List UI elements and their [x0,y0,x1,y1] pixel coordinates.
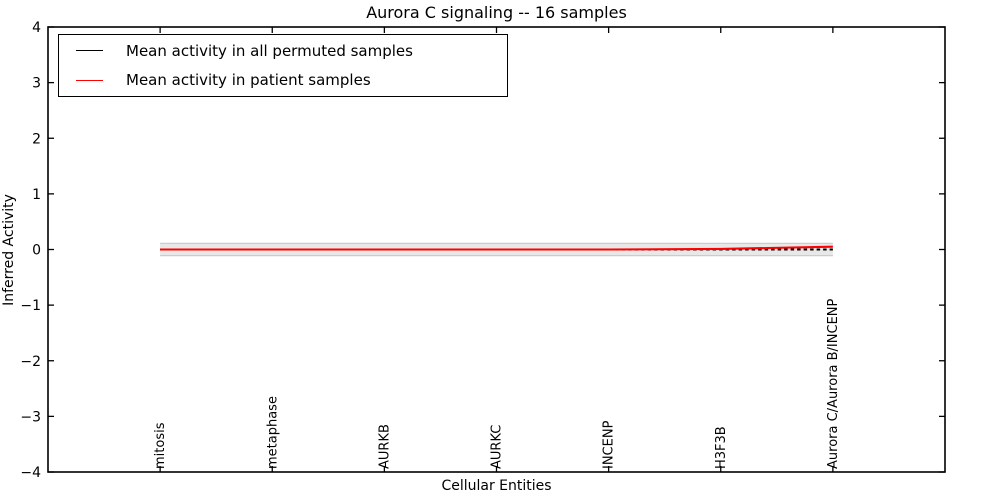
chart-title: Aurora C signaling -- 16 samples [366,3,627,22]
x-tick-label: mitosis [153,422,168,469]
legend-entry-permuted: Mean activity in all permuted samples [59,37,507,65]
patient-mean-line [160,245,833,251]
x-tick-label: H3F3B [714,426,729,469]
y-tick-label: 4 [32,20,41,36]
legend-label: Mean activity in patient samples [126,71,371,90]
y-tick-label: 2 [32,131,41,147]
y-tick-label: 3 [32,76,41,92]
legend-line-sample-black [76,50,103,52]
y-tick-label: 0 [32,243,41,259]
legend-entry-patient: Mean activity in patient samples [59,66,507,94]
y-tick-label: −1 [20,298,41,314]
y-tick-label: −4 [20,465,41,481]
x-axis-label: Cellular Entities [441,478,552,494]
y-tick-label: −2 [20,354,41,370]
legend: Mean activity in all permuted samples Me… [58,34,508,97]
x-tick-label: INCENP [602,420,617,469]
y-tick-label: 1 [32,187,41,203]
x-tick-label: AURKB [377,424,392,469]
x-tick-label: AURKC [490,425,505,469]
legend-line-sample-red [76,79,103,81]
x-tick-label: metaphase [265,396,280,469]
legend-label: Mean activity in all permuted samples [126,41,413,60]
y-tick-label: −3 [20,409,41,425]
x-tick-label: Aurora C/Aurora B/INCENP [826,298,841,469]
y-axis-label: Inferred Activity [1,194,17,306]
